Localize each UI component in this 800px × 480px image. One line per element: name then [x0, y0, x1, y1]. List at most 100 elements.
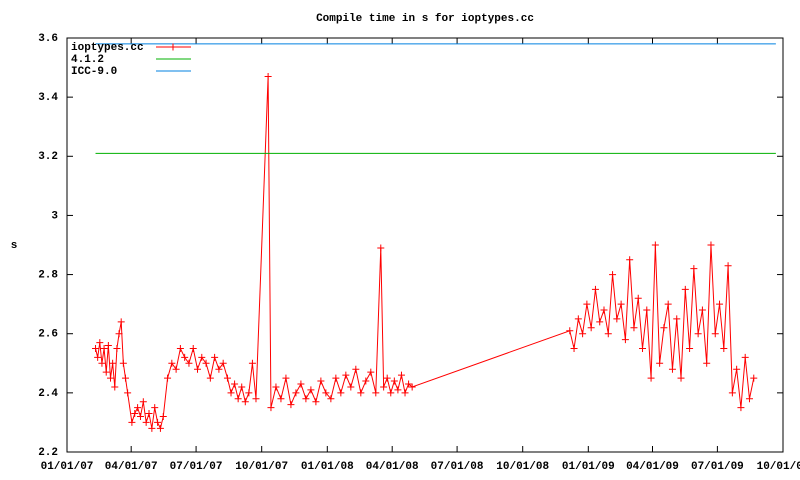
data-point — [380, 383, 388, 391]
data-point — [115, 330, 123, 338]
data-point — [651, 241, 659, 249]
data-point — [94, 353, 102, 361]
legend-label: 4.1.2 — [71, 54, 104, 66]
data-point — [264, 72, 272, 80]
data-point — [234, 395, 242, 403]
data-point — [206, 374, 214, 382]
data-point — [372, 389, 380, 397]
data-point — [720, 345, 728, 352]
data-point — [109, 359, 117, 367]
data-point — [596, 318, 604, 326]
data-point — [352, 365, 360, 373]
data-point — [716, 300, 724, 308]
data-point — [383, 374, 391, 382]
legend-label: ICC-9.0 — [71, 66, 117, 78]
y-tick-label: 3.2 — [38, 151, 58, 163]
data-point — [703, 359, 711, 367]
data-point — [142, 418, 150, 426]
data-point — [733, 365, 741, 373]
data-point — [566, 327, 574, 335]
data-point — [111, 383, 119, 391]
x-tick-label: 01/01/08 — [301, 461, 354, 473]
data-point — [390, 377, 398, 385]
data-point — [189, 345, 197, 352]
data-point — [408, 383, 416, 391]
x-tick-label: 04/01/07 — [105, 461, 158, 473]
data-point — [185, 359, 193, 367]
x-tick-label: 07/01/08 — [431, 461, 484, 473]
y-tick-label: 3.6 — [38, 33, 58, 45]
data-point — [362, 377, 370, 385]
data-point — [96, 339, 104, 347]
data-point — [724, 262, 732, 270]
data-point — [238, 383, 246, 391]
data-point — [145, 410, 153, 418]
data-point — [297, 380, 305, 388]
data-point — [241, 398, 249, 406]
y-tick-label: 3 — [51, 210, 58, 222]
chart-title: Compile time in s for ioptypes.cc — [316, 13, 534, 25]
data-point — [686, 345, 694, 352]
y-tick-label: 3.4 — [38, 92, 58, 104]
x-tick-label: 04/01/08 — [366, 461, 419, 473]
data-point — [107, 374, 115, 382]
data-point — [215, 365, 223, 373]
data-point — [245, 389, 253, 397]
data-point — [159, 413, 167, 421]
data-point — [312, 398, 320, 406]
data-point — [302, 395, 310, 403]
x-tick-label: 10/01/09 — [757, 461, 800, 473]
data-point — [690, 265, 698, 273]
data-point — [394, 386, 402, 394]
data-point — [660, 324, 668, 332]
x-tick-label: 10/01/08 — [496, 461, 549, 473]
data-point — [367, 368, 375, 376]
x-tick-label: 04/01/09 — [626, 461, 679, 473]
legend-label: ioptypes.cc — [71, 42, 144, 54]
data-point — [327, 395, 335, 403]
data-point — [630, 324, 638, 332]
data-point — [387, 389, 395, 397]
x-tick-label: 01/01/07 — [41, 461, 94, 473]
data-point — [219, 359, 227, 367]
data-point — [728, 389, 736, 397]
data-point — [317, 377, 325, 385]
legend-marker — [169, 43, 177, 51]
data-point — [397, 371, 405, 379]
data-point — [574, 315, 582, 323]
data-point — [128, 418, 136, 426]
data-point — [121, 374, 129, 382]
data-point — [707, 241, 715, 249]
data-point — [227, 389, 235, 397]
data-point — [148, 424, 156, 432]
data-point — [272, 383, 280, 391]
data-point — [711, 330, 719, 338]
data-point — [604, 330, 612, 338]
data-point — [231, 380, 239, 388]
data-point — [124, 389, 132, 397]
data-point — [621, 336, 629, 344]
data-point — [102, 368, 110, 376]
data-point — [656, 359, 664, 367]
x-tick-label: 07/01/07 — [170, 461, 223, 473]
data-point — [282, 374, 290, 382]
data-point — [194, 365, 202, 373]
data-point — [117, 318, 125, 326]
data-point — [347, 383, 355, 391]
data-point — [681, 285, 689, 293]
data-point — [131, 410, 139, 418]
data-point — [248, 359, 256, 367]
data-point — [643, 306, 651, 314]
data-point — [570, 345, 578, 352]
data-point — [698, 306, 706, 314]
data-point — [377, 244, 385, 252]
data-point — [252, 395, 260, 403]
y-tick-label: 2.4 — [38, 388, 58, 400]
data-point — [587, 324, 595, 332]
data-point — [119, 359, 127, 367]
data-point — [342, 371, 350, 379]
data-point — [626, 256, 634, 264]
data-point — [583, 300, 591, 308]
data-point — [136, 413, 144, 421]
